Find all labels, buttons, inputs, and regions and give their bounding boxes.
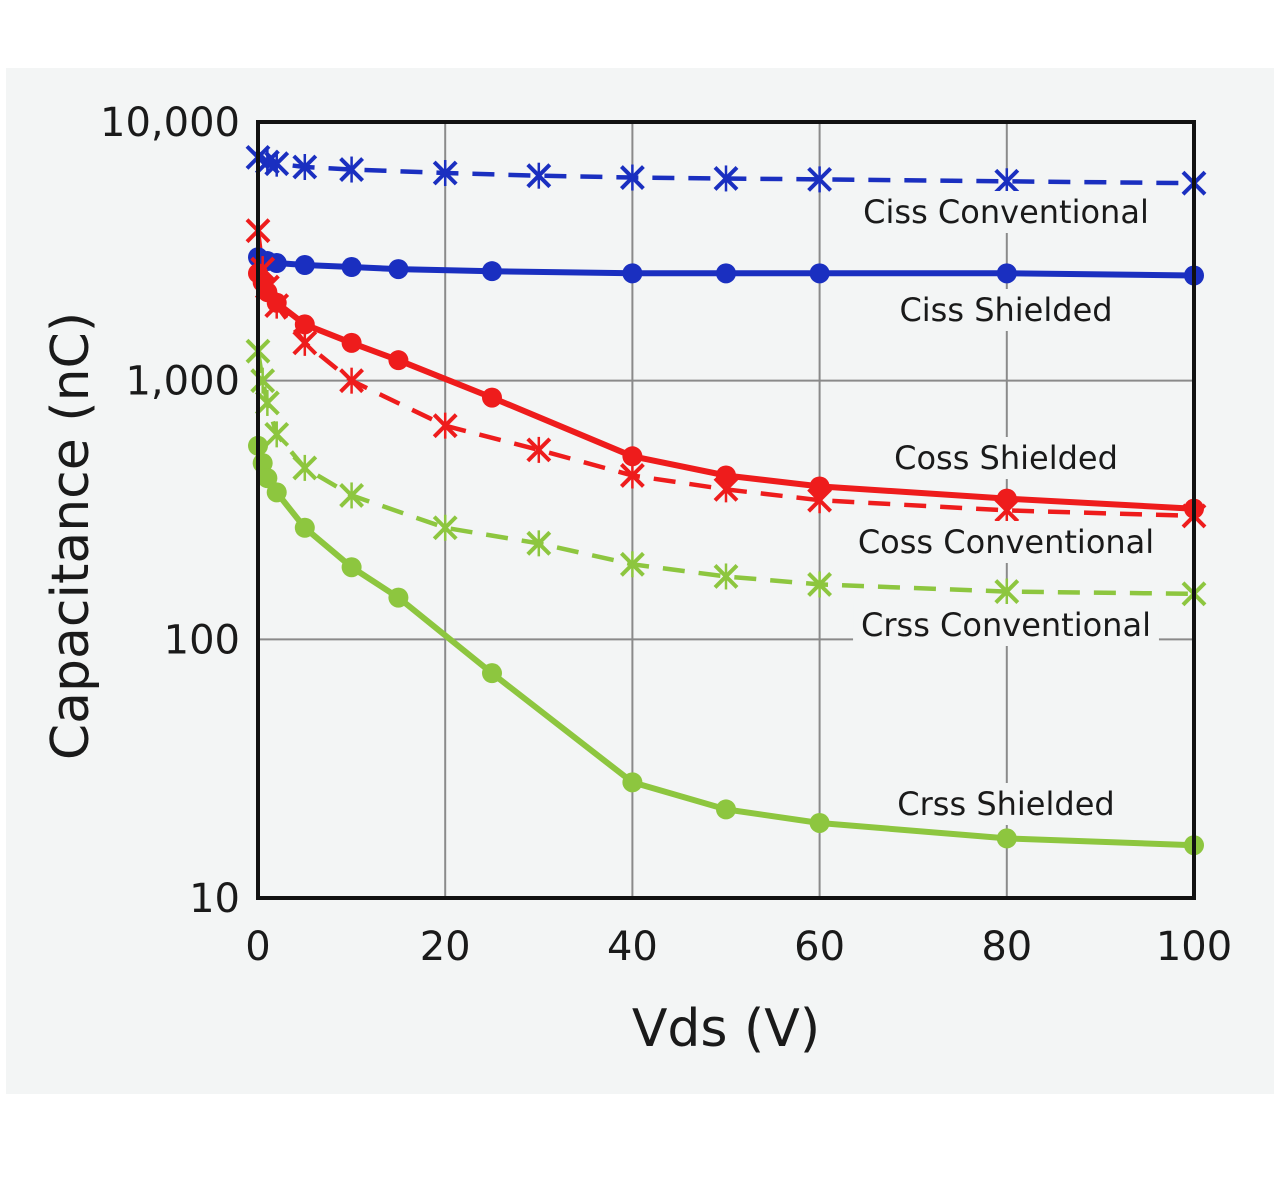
data-point <box>996 263 1017 284</box>
data-point <box>619 551 645 578</box>
data-point <box>294 314 315 335</box>
data-point <box>264 150 290 177</box>
data-point <box>294 517 315 538</box>
data-point <box>807 571 833 598</box>
data-point <box>339 156 365 183</box>
data-point <box>526 162 552 189</box>
data-point <box>388 259 409 280</box>
x-tick-label: 20 <box>420 924 471 970</box>
data-point <box>432 514 458 541</box>
data-point <box>713 165 739 192</box>
data-point <box>432 160 458 187</box>
series-label: Crss Conventional <box>861 606 1151 644</box>
data-point <box>713 476 739 503</box>
data-point <box>996 828 1017 849</box>
series-label-background <box>855 191 1157 233</box>
data-point <box>250 256 276 283</box>
data-point <box>807 487 833 514</box>
series-label-background <box>849 521 1163 563</box>
x-tick-label: 80 <box>981 924 1032 970</box>
y-tick-labels: 10 100 1,000 10,000 <box>100 100 240 922</box>
x-tick-labels: 0 20 40 60 80 100 <box>245 924 1232 970</box>
y-tick-label: 10 <box>189 876 240 922</box>
y-tick-label: 10,000 <box>100 100 240 146</box>
data-point <box>432 412 458 439</box>
series-label-background <box>889 783 1123 825</box>
y-axis-title: Capacitance (nC) <box>41 312 101 760</box>
data-point <box>809 812 830 833</box>
data-point <box>713 563 739 590</box>
data-point <box>341 332 362 353</box>
plot-frame <box>256 120 1196 900</box>
data-point <box>622 263 643 284</box>
series-label: Coss Shielded <box>894 439 1118 477</box>
data-point <box>264 292 290 319</box>
data-point <box>341 257 362 278</box>
data-point <box>339 367 365 394</box>
chart-panel: Ciss Conventional Ciss Shielded Coss Shiel… <box>6 68 1274 1094</box>
data-point <box>264 421 290 448</box>
data-point <box>388 587 409 608</box>
data-point <box>716 263 736 284</box>
data-point <box>257 468 278 489</box>
data-point <box>994 497 1020 524</box>
x-tick-label: 40 <box>607 924 658 970</box>
data-point <box>622 772 643 793</box>
data-point <box>292 454 318 481</box>
series-label: Crss Shielded <box>897 785 1114 823</box>
series-labels: Ciss Conventional Ciss Shielded Coss Shiel… <box>849 191 1163 825</box>
data-point <box>482 387 502 408</box>
data-point <box>807 166 833 193</box>
data-point <box>482 261 502 282</box>
series-label: Coss Conventional <box>858 523 1154 561</box>
data-point <box>250 367 276 394</box>
capacitance-chart: Ciss Conventional Ciss Shielded Coss Shiel… <box>41 100 1232 1059</box>
data-point <box>622 446 643 467</box>
data-point <box>809 263 830 284</box>
data-point <box>294 255 315 276</box>
series-label-background <box>886 437 1126 479</box>
series-label: Ciss Conventional <box>863 193 1149 231</box>
data-point <box>526 530 552 557</box>
x-tick-label: 100 <box>1156 924 1232 970</box>
y-tick-label: 1,000 <box>125 359 240 405</box>
data-point <box>994 168 1020 195</box>
series-label: Ciss Shielded <box>899 291 1112 329</box>
data-point <box>619 164 645 191</box>
data-point <box>994 578 1020 605</box>
series-label-background <box>891 289 1121 331</box>
data-point <box>266 482 287 503</box>
data-point <box>339 482 365 509</box>
series-markers <box>245 144 1207 856</box>
x-tick-label: 60 <box>794 924 845 970</box>
data-point <box>619 462 645 489</box>
data-point <box>388 350 409 371</box>
data-point <box>809 476 830 497</box>
data-point <box>716 799 736 820</box>
data-point <box>254 389 280 416</box>
data-point <box>482 663 502 684</box>
data-point <box>341 557 362 578</box>
data-point <box>716 465 736 486</box>
x-axis-title: Vds (V) <box>632 999 820 1059</box>
y-tick-label: 100 <box>164 617 240 663</box>
x-tick-label: 0 <box>245 924 270 970</box>
data-point <box>292 153 318 180</box>
data-point <box>526 436 552 463</box>
data-point <box>292 329 318 356</box>
series-label-background <box>853 604 1159 646</box>
